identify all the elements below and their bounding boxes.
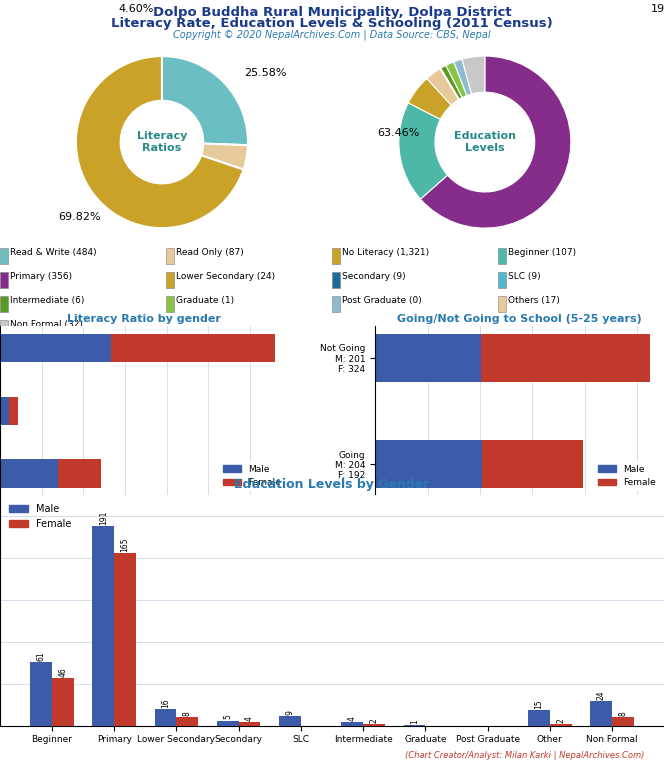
Text: 191: 191: [99, 510, 108, 525]
Text: Literacy
Ratios: Literacy Ratios: [137, 131, 187, 153]
Wedge shape: [399, 103, 448, 199]
Wedge shape: [454, 59, 471, 95]
Bar: [112, 334, 275, 362]
Text: 5: 5: [223, 714, 232, 720]
Text: Non Formal (32): Non Formal (32): [9, 319, 82, 329]
Bar: [375, 334, 481, 382]
Text: Education
Levels: Education Levels: [454, 131, 516, 153]
Bar: [332, 248, 341, 263]
Text: 9: 9: [286, 710, 295, 715]
Text: 1: 1: [410, 719, 419, 723]
Bar: [92, 526, 114, 726]
Wedge shape: [420, 56, 571, 228]
Bar: [30, 662, 52, 726]
Bar: [0, 320, 9, 336]
Bar: [0, 272, 9, 288]
Text: SLC (9): SLC (9): [507, 272, 540, 281]
Bar: [0, 396, 9, 425]
Text: 46: 46: [58, 667, 67, 677]
Bar: [177, 717, 199, 726]
Text: Others (17): Others (17): [507, 296, 559, 305]
Text: 69.82%: 69.82%: [58, 212, 102, 223]
Legend: Male, Female: Male, Female: [5, 500, 75, 533]
Bar: [612, 717, 634, 726]
Wedge shape: [76, 56, 244, 228]
Bar: [155, 709, 177, 726]
Title: Education Levels by Gender: Education Levels by Gender: [234, 478, 430, 492]
Bar: [550, 723, 572, 726]
Text: Intermediate (6): Intermediate (6): [9, 296, 84, 305]
Text: 61: 61: [37, 651, 46, 660]
Text: Copyright © 2020 NepalArchives.Com | Data Source: CBS, Nepal: Copyright © 2020 NepalArchives.Com | Dat…: [173, 29, 491, 40]
Text: 4.60%: 4.60%: [118, 4, 154, 14]
Text: (Chart Creator/Analyst: Milan Karki | NepalArchives.Com): (Chart Creator/Analyst: Milan Karki | Ne…: [404, 751, 644, 760]
Wedge shape: [441, 65, 462, 99]
Bar: [482, 440, 583, 488]
Legend: Male, Female: Male, Female: [594, 461, 659, 491]
Wedge shape: [446, 62, 467, 98]
Bar: [363, 723, 385, 726]
Legend: Male, Female: Male, Female: [219, 461, 284, 491]
Bar: [375, 440, 482, 488]
Text: Post Graduate (0): Post Graduate (0): [341, 296, 422, 305]
Wedge shape: [440, 68, 459, 100]
Text: Lower Secondary (24): Lower Secondary (24): [175, 272, 275, 281]
Bar: [58, 459, 101, 488]
Text: Read Only (87): Read Only (87): [175, 248, 243, 257]
Text: No Literacy (1,321): No Literacy (1,321): [341, 248, 429, 257]
Wedge shape: [462, 56, 485, 94]
Bar: [9, 396, 18, 425]
Bar: [238, 722, 260, 726]
Bar: [341, 722, 363, 726]
Text: Beginner (107): Beginner (107): [507, 248, 576, 257]
Text: 8: 8: [183, 712, 192, 717]
Text: Graduate (1): Graduate (1): [175, 296, 234, 305]
Bar: [498, 296, 507, 312]
Bar: [498, 248, 507, 263]
Wedge shape: [201, 144, 248, 170]
Text: 16: 16: [161, 698, 170, 708]
Bar: [166, 296, 175, 312]
Bar: [498, 272, 507, 288]
Bar: [0, 334, 112, 362]
Bar: [404, 725, 426, 726]
Text: 15: 15: [535, 700, 543, 709]
Text: 2: 2: [556, 718, 565, 723]
Text: Literacy Rate, Education Levels & Schooling (2011 Census): Literacy Rate, Education Levels & School…: [111, 17, 553, 30]
Text: 24: 24: [597, 690, 606, 700]
Bar: [528, 710, 550, 726]
Wedge shape: [408, 78, 452, 119]
Text: 19.07%: 19.07%: [651, 4, 664, 14]
Text: 25.58%: 25.58%: [244, 68, 286, 78]
Bar: [217, 720, 238, 726]
Text: 165: 165: [121, 538, 129, 552]
Text: Primary (356): Primary (356): [9, 272, 72, 281]
Text: 2: 2: [369, 718, 378, 723]
Bar: [590, 700, 612, 726]
Bar: [52, 677, 74, 726]
Bar: [279, 717, 301, 726]
Title: Going/Not Going to School (5-25 years): Going/Not Going to School (5-25 years): [397, 314, 642, 324]
Text: Dolpo Buddha Rural Municipality, Dolpa District: Dolpo Buddha Rural Municipality, Dolpa D…: [153, 6, 511, 19]
Text: 4: 4: [348, 716, 357, 720]
Bar: [0, 248, 9, 263]
Text: 63.46%: 63.46%: [377, 128, 420, 138]
Bar: [332, 296, 341, 312]
Bar: [166, 248, 175, 263]
Text: Secondary (9): Secondary (9): [341, 272, 405, 281]
Bar: [166, 272, 175, 288]
Wedge shape: [162, 56, 248, 145]
Bar: [481, 334, 650, 382]
Bar: [0, 296, 9, 312]
Title: Literacy Ratio by gender: Literacy Ratio by gender: [68, 314, 221, 324]
Wedge shape: [440, 68, 459, 100]
Bar: [114, 553, 136, 726]
Text: Read & Write (484): Read & Write (484): [9, 248, 96, 257]
Wedge shape: [427, 68, 459, 105]
Text: 4: 4: [245, 716, 254, 720]
Bar: [0, 459, 58, 488]
Text: 8: 8: [618, 712, 627, 717]
Bar: [332, 272, 341, 288]
